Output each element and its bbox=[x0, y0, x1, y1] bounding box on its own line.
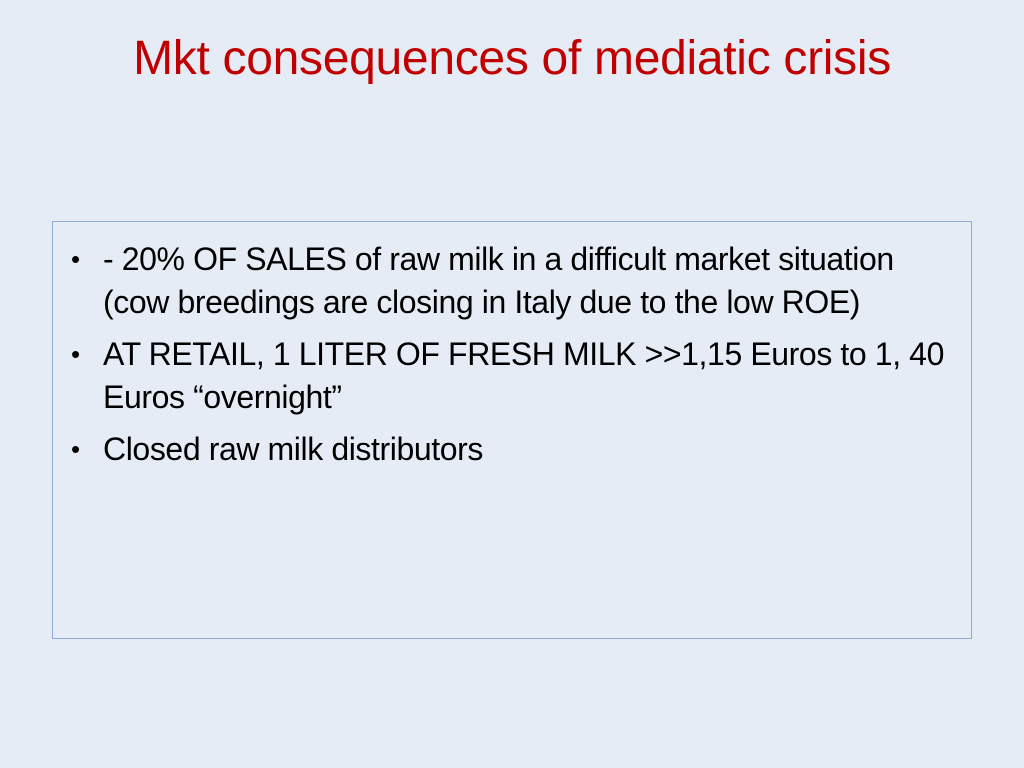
bullet-list: • - 20% OF SALES of raw milk in a diffic… bbox=[53, 222, 971, 471]
slide-title: Mkt consequences of mediatic crisis bbox=[133, 32, 891, 85]
bullet-dot-icon: • bbox=[71, 244, 80, 274]
bullet-text: - 20% OF SALES of raw milk in a difficul… bbox=[103, 241, 894, 320]
bullet-text: AT RETAIL, 1 LITER OF FRESH MILK >>1,15 … bbox=[103, 336, 944, 415]
bullet-item: • - 20% OF SALES of raw milk in a diffic… bbox=[53, 238, 951, 324]
bullet-dot-icon: • bbox=[71, 434, 80, 464]
bullet-dot-icon: • bbox=[71, 339, 80, 369]
content-box: • - 20% OF SALES of raw milk in a diffic… bbox=[52, 221, 972, 639]
bullet-item: • AT RETAIL, 1 LITER OF FRESH MILK >>1,1… bbox=[53, 333, 951, 419]
bullet-text: Closed raw milk distributors bbox=[103, 431, 484, 467]
bullet-item: • Closed raw milk distributors bbox=[53, 428, 951, 471]
